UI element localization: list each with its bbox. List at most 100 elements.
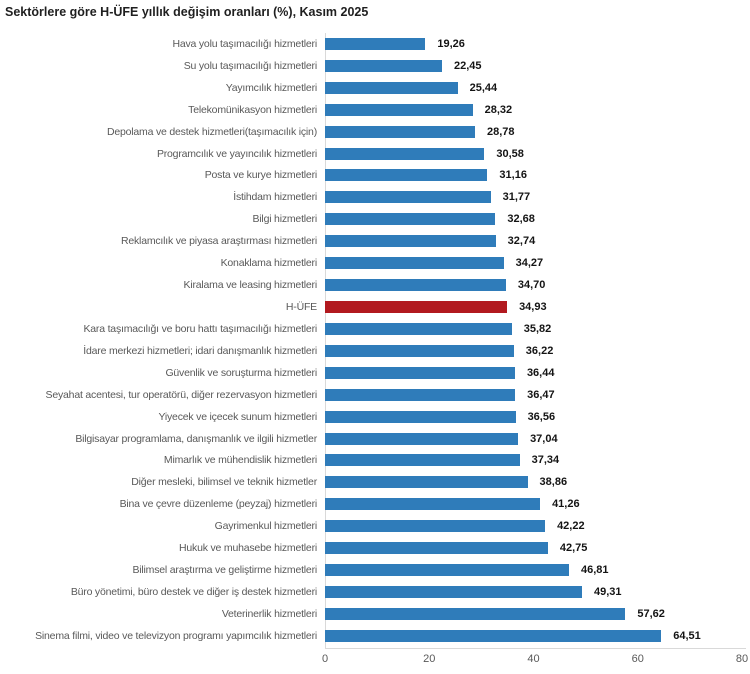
- category-label: İstihdam hizmetleri: [233, 191, 317, 204]
- category-label: Diğer mesleki, bilimsel ve teknik hizmet…: [131, 476, 317, 489]
- value-label: 28,78: [487, 125, 515, 138]
- bar-highlight-hufe: [325, 301, 508, 314]
- bar-row: Bilgi hizmetleri 32,68: [0, 208, 750, 230]
- bar-row: Veterinerlik hizmetleri 57,62: [0, 603, 750, 625]
- bar: [325, 388, 516, 401]
- bar: [325, 125, 476, 138]
- bar-track: 37,34: [325, 450, 742, 472]
- category-label: Veterinerlik hizmetleri: [221, 607, 317, 620]
- bar-track: 30,58: [325, 143, 742, 165]
- category-label: Güvenlik ve soruşturma hizmetleri: [165, 366, 317, 379]
- bar-track: 28,78: [325, 121, 742, 143]
- chart-title: Sektörlere göre H-ÜFE yıllık değişim ora…: [5, 5, 369, 19]
- category-label: Programcılık ve yayıncılık hizmetleri: [156, 147, 317, 160]
- value-label: 31,16: [499, 169, 527, 182]
- bar: [325, 366, 515, 379]
- bar: [325, 59, 443, 72]
- bar-track: 36,47: [325, 384, 742, 406]
- value-label: 34,93: [519, 301, 547, 314]
- bar: [325, 37, 426, 50]
- bar-row: Depolama ve destek hizmetleri(taşımacılı…: [0, 121, 750, 143]
- bar-row: İdare merkezi hizmetleri; idari danışman…: [0, 340, 750, 362]
- bar: [325, 235, 496, 248]
- bar-row: Sinema filmi, video ve televizyon progra…: [0, 625, 750, 647]
- category-label: H-ÜFE: [285, 301, 317, 314]
- value-label: 64,51: [673, 629, 701, 642]
- x-tick-label: 0: [321, 653, 329, 665]
- value-label: 37,34: [531, 454, 560, 467]
- bar: [325, 213, 496, 226]
- bar-track: 31,77: [325, 186, 742, 208]
- x-tick-label: 20: [423, 653, 436, 665]
- value-label: 57,62: [637, 607, 665, 620]
- bar-track: 22,45: [325, 55, 742, 77]
- category-label: Bilgi hizmetleri: [252, 213, 318, 226]
- category-label: Gayrimenkul hizmetleri: [214, 520, 318, 533]
- category-label: Kara taşımacılığı ve boru hattı taşımacı…: [83, 322, 317, 335]
- bar-row: Bilimsel araştırma ve geliştirme hizmetl…: [0, 559, 750, 581]
- x-axis-ticks: 0 20 40 60 80: [321, 653, 748, 669]
- x-tick-label: 40: [527, 653, 540, 665]
- bar: [325, 279, 506, 292]
- value-label: 42,75: [559, 542, 588, 555]
- category-label: Mimarlık ve mühendislik hizmetleri: [163, 454, 317, 467]
- bar: [325, 542, 548, 555]
- category-label: İdare merkezi hizmetleri; idari danışman…: [83, 344, 317, 357]
- y-axis-line: [325, 33, 326, 648]
- value-label: 42,22: [557, 520, 585, 533]
- x-axis-line: [325, 648, 746, 649]
- category-label: Su yolu taşımacılığı hizmetleri: [183, 59, 317, 72]
- category-label: Posta ve kurye hizmetleri: [204, 169, 317, 182]
- bar-row: Programcılık ve yayıncılık hizmetleri 30,…: [0, 143, 750, 165]
- value-label: 19,26: [437, 37, 465, 50]
- bar-track: 34,70: [325, 274, 742, 296]
- bar-row: Diğer mesleki, bilimsel ve teknik hizmet…: [0, 471, 750, 493]
- bar: [325, 257, 504, 270]
- value-label: 37,04: [530, 432, 558, 445]
- bar-row: Büro yönetimi, büro destek ve diğer iş d…: [0, 581, 750, 603]
- x-tick-label: 80: [735, 653, 749, 665]
- bar-track: 31,16: [325, 165, 742, 187]
- bar-track: 38,86: [325, 471, 742, 493]
- value-label: 32,68: [507, 213, 535, 226]
- bar-row: Güvenlik ve soruşturma hizmetleri 36,44: [0, 362, 750, 384]
- bar: [325, 410, 516, 423]
- bar-track: 28,32: [325, 99, 742, 121]
- x-tick-label: 60: [631, 653, 644, 665]
- bar: [325, 81, 458, 94]
- category-label: Yayımcılık hizmetleri: [225, 81, 317, 94]
- value-label: 36,44: [526, 366, 555, 379]
- value-label: 34,70: [517, 279, 546, 292]
- bar: [325, 344, 514, 357]
- bar-row: Hava yolu taşımacılığı hizmetleri 19,26: [0, 33, 750, 55]
- bar: [325, 476, 528, 489]
- value-label: 36,22: [525, 344, 554, 357]
- value-label: 31,77: [502, 191, 531, 204]
- bar-track: 36,22: [325, 340, 742, 362]
- bar-row: Kiralama ve leasing hizmetleri 34,70: [0, 274, 750, 296]
- category-label: Telekomünikasyon hizmetleri: [188, 103, 317, 116]
- value-label: 25,44: [469, 81, 498, 94]
- bar-row: İstihdam hizmetleri 31,77: [0, 186, 750, 208]
- bar-track: 19,26: [325, 33, 742, 55]
- category-label: Konaklama hizmetleri: [220, 257, 318, 270]
- bar: [325, 191, 491, 204]
- bar-row: Bina ve çevre düzenleme (peyzaj) hizmetl…: [0, 493, 750, 515]
- category-label: Hava yolu taşımacılığı hizmetleri: [172, 37, 317, 50]
- bar-track: 37,04: [325, 428, 742, 450]
- category-label: Bilimsel araştırma ve geliştirme hizmetl…: [132, 564, 317, 577]
- bar: [325, 564, 569, 577]
- bar-track: 41,26: [325, 493, 742, 515]
- category-label: Büro yönetimi, büro destek ve diğer iş d…: [70, 586, 317, 598]
- bar-rows-container: Hava yolu taşımacılığı hizmetleri 19,26 Su…: [0, 33, 750, 647]
- category-label: Bina ve çevre düzenleme (peyzaj) hizmetl…: [119, 498, 318, 511]
- bar-row: Su yolu taşımacılığı hizmetleri 22,45: [0, 55, 750, 77]
- bar-row: Posta ve kurye hizmetleri 31,16: [0, 165, 750, 187]
- value-label: 49,31: [594, 586, 622, 598]
- bar-row: H-ÜFE 34,93: [0, 296, 750, 318]
- bar-track: 36,44: [325, 362, 742, 384]
- value-label: 32,74: [507, 235, 536, 248]
- category-label: Yiyecek ve içecek sunum hizmetleri: [158, 410, 317, 423]
- bar-track: 42,75: [325, 537, 742, 559]
- bar-track: 64,51: [325, 625, 742, 647]
